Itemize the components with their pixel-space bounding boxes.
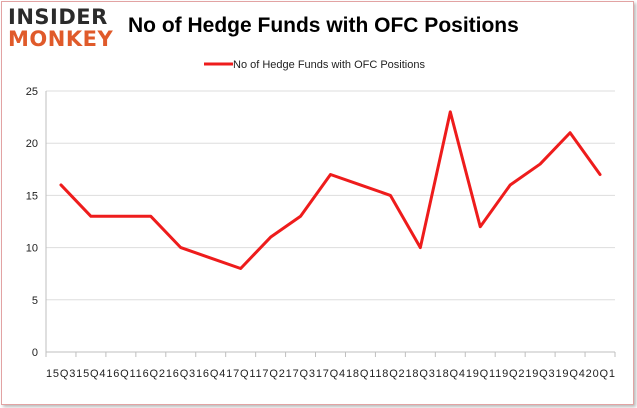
- y-tick-label: 25: [26, 86, 38, 98]
- y-tick-label: 5: [32, 295, 38, 307]
- logo-text-monkey: MONKEY: [8, 27, 114, 51]
- legend: No of Hedge Funds with OFC Positions: [204, 59, 425, 71]
- chart-title: No of Hedge Funds with OFC Positions: [128, 14, 519, 37]
- x-tick-labels: 15Q315Q416Q116Q216Q316Q417Q117Q217Q317Q4…: [46, 368, 615, 380]
- y-tick-label: 20: [26, 138, 38, 150]
- y-tick-label: 10: [26, 243, 38, 255]
- insider-monkey-logo: INSIDER MONKEY: [8, 6, 118, 54]
- y-tick-label: 0: [32, 347, 38, 359]
- logo-text-insider: INSIDER: [8, 5, 108, 29]
- legend-label: No of Hedge Funds with OFC Positions: [233, 59, 425, 71]
- axes: [45, 91, 616, 357]
- gridlines: [46, 90, 615, 301]
- y-tick-label: 15: [26, 190, 38, 202]
- series-layer: [59, 110, 602, 270]
- series-line: [59, 110, 602, 270]
- y-tick-labels: 0 5 10 15 20 25: [26, 86, 38, 359]
